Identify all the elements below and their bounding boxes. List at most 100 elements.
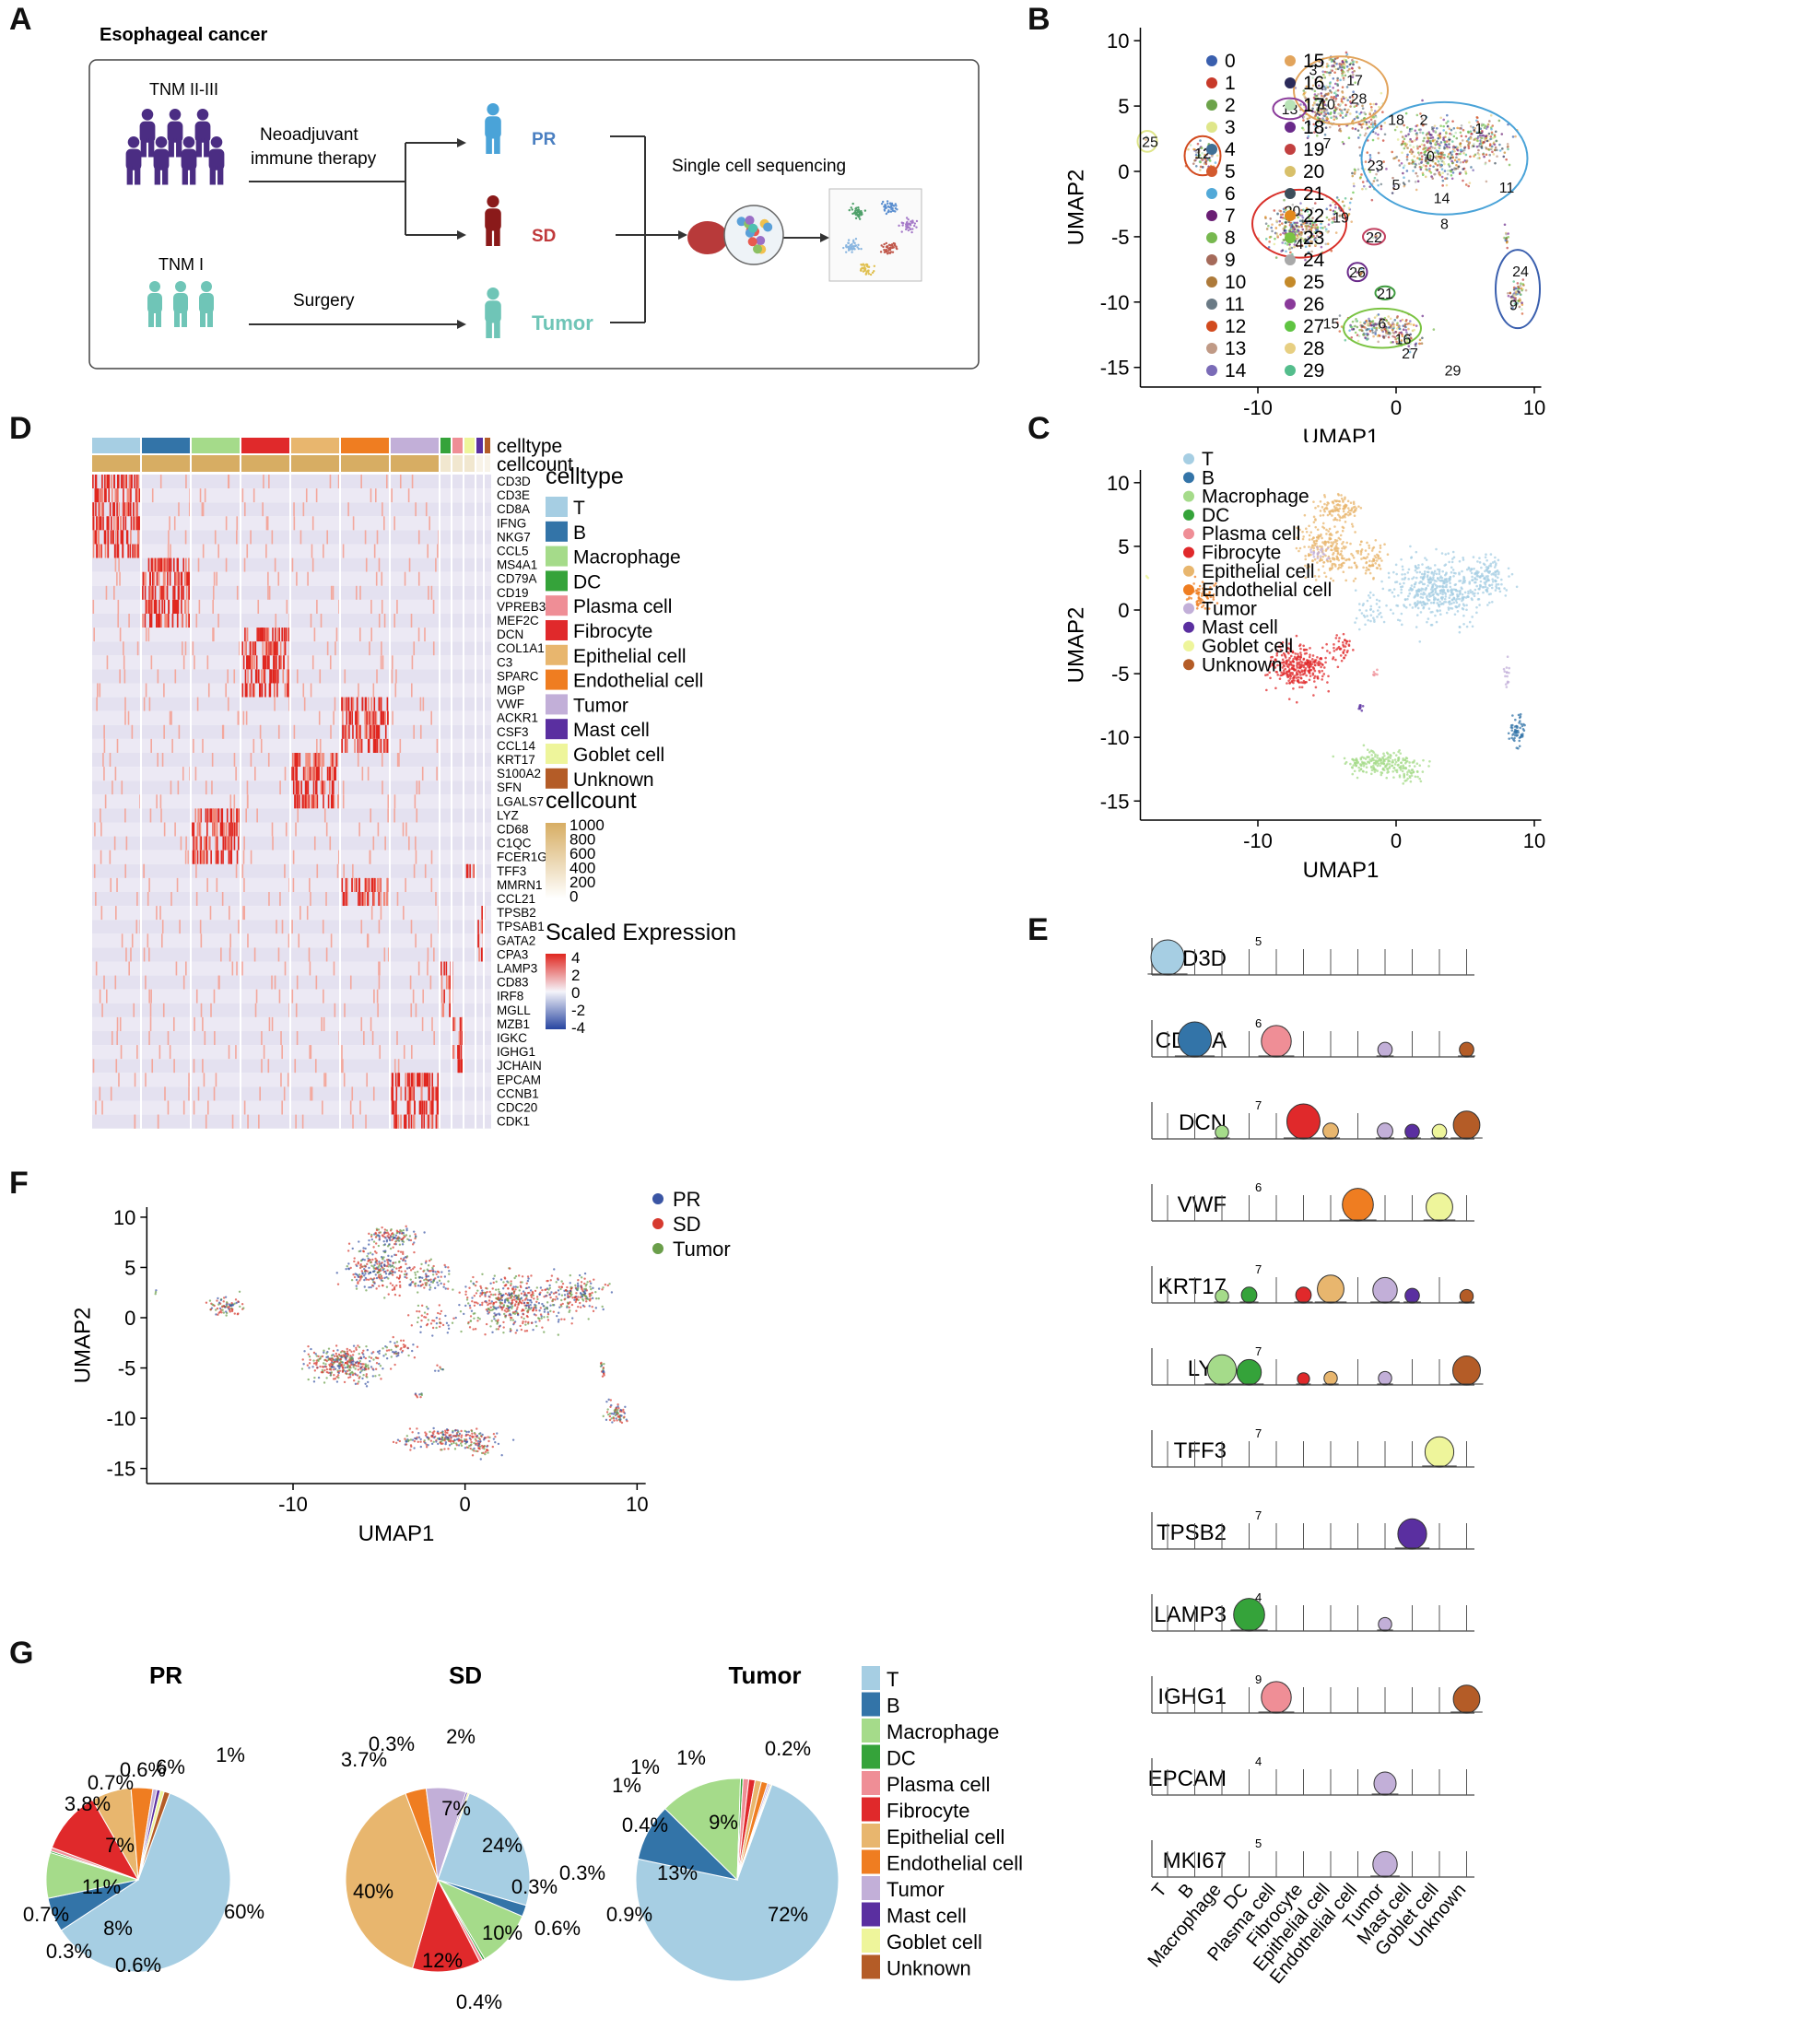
cluster-label: 23 [1368,158,1384,174]
heatmap-cell [398,753,400,768]
celltype-point [1275,654,1278,657]
heatmap-cell [283,641,286,656]
heatmap-cell [320,780,323,795]
celltype-point [1280,653,1284,657]
cluster-point [1329,89,1332,92]
heatmap-cell [250,641,252,656]
celltype-legend-label: T [1202,449,1214,470]
cluster-point [1487,132,1491,135]
heatmap-cell [258,683,261,698]
cluster-point [1372,180,1376,182]
heatmap-cell [100,502,103,517]
celltype-point [1427,607,1431,610]
celltype-point [1457,594,1460,598]
heatmap-cell [257,599,260,614]
celltype-point [1314,525,1318,529]
celltype-point [1334,545,1338,547]
heatmap-cell [345,697,347,711]
cluster-point [1352,61,1355,64]
heatmap-row-bg [92,544,491,558]
group-label-tumor: Tumor [532,311,593,334]
heatmap-cell [386,697,389,711]
mini-umap-dot [856,246,859,249]
cluster-point [1490,131,1494,135]
celltype-point [1504,675,1507,678]
heatmap-cell [153,557,155,572]
cluster-legend-label: 6 [1225,183,1236,205]
cluster-point [1482,134,1485,137]
celltype-point [1341,640,1344,644]
cluster-point [1414,345,1417,347]
celltype-point [1379,764,1381,768]
mini-umap-dot [851,202,854,205]
cluster-point [1358,146,1361,149]
celltype-point [1341,516,1344,519]
celltype-point [1339,566,1343,569]
celltype-point [1461,597,1463,601]
celltype-point [1297,654,1300,658]
cluster-point [1358,273,1362,276]
cluster-point [1351,95,1355,99]
cluster-point [1282,239,1286,241]
celltype-point [1418,777,1421,780]
heatmap-cell [331,767,334,781]
cluster-point [1468,121,1471,124]
celltype-point [1392,776,1395,779]
heatmap-cell [136,641,139,656]
cluster-point [1469,155,1472,158]
cluster-point [1447,169,1450,172]
heatmap-cell [100,544,102,558]
cluster-point [1489,137,1492,141]
cluster-point [1485,153,1488,157]
celltype-point [1454,604,1457,608]
cluster-point [1291,204,1295,206]
celltype-point [1200,594,1204,597]
celltype-point [1369,604,1373,608]
cluster-point [1512,280,1516,283]
heatmap-cell [168,557,170,572]
heatmap-cell [366,724,369,739]
celltype-point [1476,560,1479,563]
cluster-point [1489,135,1493,138]
celltype-point [1485,553,1487,557]
heatmap-cell [185,614,188,628]
celltype-point [1313,544,1317,547]
mini-umap-dot [909,224,912,227]
cluster-point [1439,158,1443,162]
celltype-point [1347,513,1350,517]
cluster-point [1200,147,1204,150]
celltype-point [1316,561,1319,564]
mini-umap-dot [913,224,916,228]
celltype-point [1410,556,1414,558]
heatmap-cell [126,502,128,517]
cluster-point [1273,209,1276,212]
cluster-point [1375,172,1378,176]
cluster-point [1341,86,1344,88]
celltype-point [1474,572,1476,576]
heatmap-cell [150,599,152,614]
mini-umap-dot [854,238,858,241]
cluster-point [1320,222,1322,226]
heatmap-cell [276,669,279,684]
cluster-point [1497,119,1501,123]
celltype-point [1419,589,1423,593]
heatmap-row-bg [92,628,491,642]
cluster-point [1416,180,1420,183]
heatmap-cell [171,614,174,628]
cluster-point [1333,103,1336,107]
celltype-point [1471,616,1474,618]
heatmap-cell [122,475,124,489]
cluster-point [1365,121,1368,124]
celltype-point [1473,567,1475,570]
celltype-point [1321,675,1324,678]
celltype-point [1427,584,1429,587]
pr-person-icon [485,103,501,154]
heatmap-cell [419,724,422,739]
cluster-point [1432,130,1435,133]
heatmap-cell [123,641,124,656]
celltype-point [1317,569,1321,571]
mini-umap-dot [863,209,867,212]
cluster-point [1289,223,1293,226]
cluster-point [1356,102,1359,106]
cluster-point [1462,160,1465,164]
